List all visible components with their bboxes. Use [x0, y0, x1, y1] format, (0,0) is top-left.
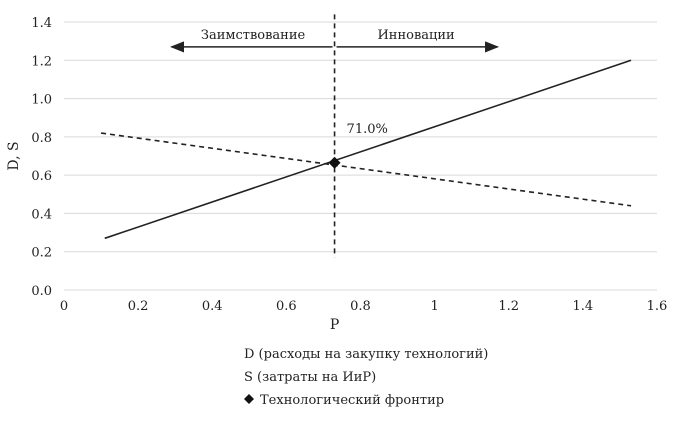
x-tick-label: 0.4 — [202, 299, 223, 314]
y-axis-title: D, S — [6, 141, 22, 170]
series-s-line — [104, 59, 632, 240]
x-tick-label: 0.8 — [350, 299, 371, 314]
y-tick-label: 0.6 — [31, 169, 52, 184]
y-tick-label: 0.0 — [31, 284, 52, 299]
x-tick-label: 1.2 — [498, 299, 519, 314]
legend-item-d: D (расходы на закупку технологий) — [244, 347, 488, 362]
innovation-label: Инновации — [377, 28, 454, 43]
x-tick-label: 1.4 — [573, 299, 594, 314]
x-tick-label: 0 — [60, 299, 68, 314]
frontier-value-label: 71.0% — [347, 122, 388, 137]
gridlines — [64, 21, 657, 291]
x-tick-label: 0.2 — [128, 299, 149, 314]
x-axis-title: P — [330, 317, 339, 333]
x-tick-label: 1.6 — [647, 299, 668, 314]
frontier-marker — [328, 156, 341, 169]
y-tick-label: 1.2 — [31, 54, 52, 69]
y-tick-label: 0.4 — [31, 207, 52, 222]
y-tick-label: 1.0 — [31, 93, 52, 108]
y-tick-label: 1.4 — [31, 16, 52, 31]
series-d-line — [100, 132, 632, 207]
legend-frontier-marker — [244, 394, 254, 404]
legend-item-frontier: Технологический фронтир — [260, 393, 444, 408]
axes: 0.0 0.2 0.4 0.6 0.8 1.0 1.2 1.4 0 0.2 0.4 0.6 0.8 1 1.… — [6, 16, 667, 333]
y-tick-label: 0.8 — [31, 131, 52, 146]
y-tick-label: 0.2 — [31, 246, 52, 261]
legend-item-s: S (затраты на ИиР) — [244, 370, 376, 385]
x-tick-label: 1 — [430, 299, 438, 314]
x-tick-label: 0.6 — [276, 299, 297, 314]
annotations: 71.0% Заимствование Инновации — [170, 28, 500, 137]
legend: D (расходы на закупку технологий) S (затр… — [244, 347, 488, 408]
borrowing-label: Заимствование — [201, 28, 306, 43]
series — [100, 14, 632, 258]
